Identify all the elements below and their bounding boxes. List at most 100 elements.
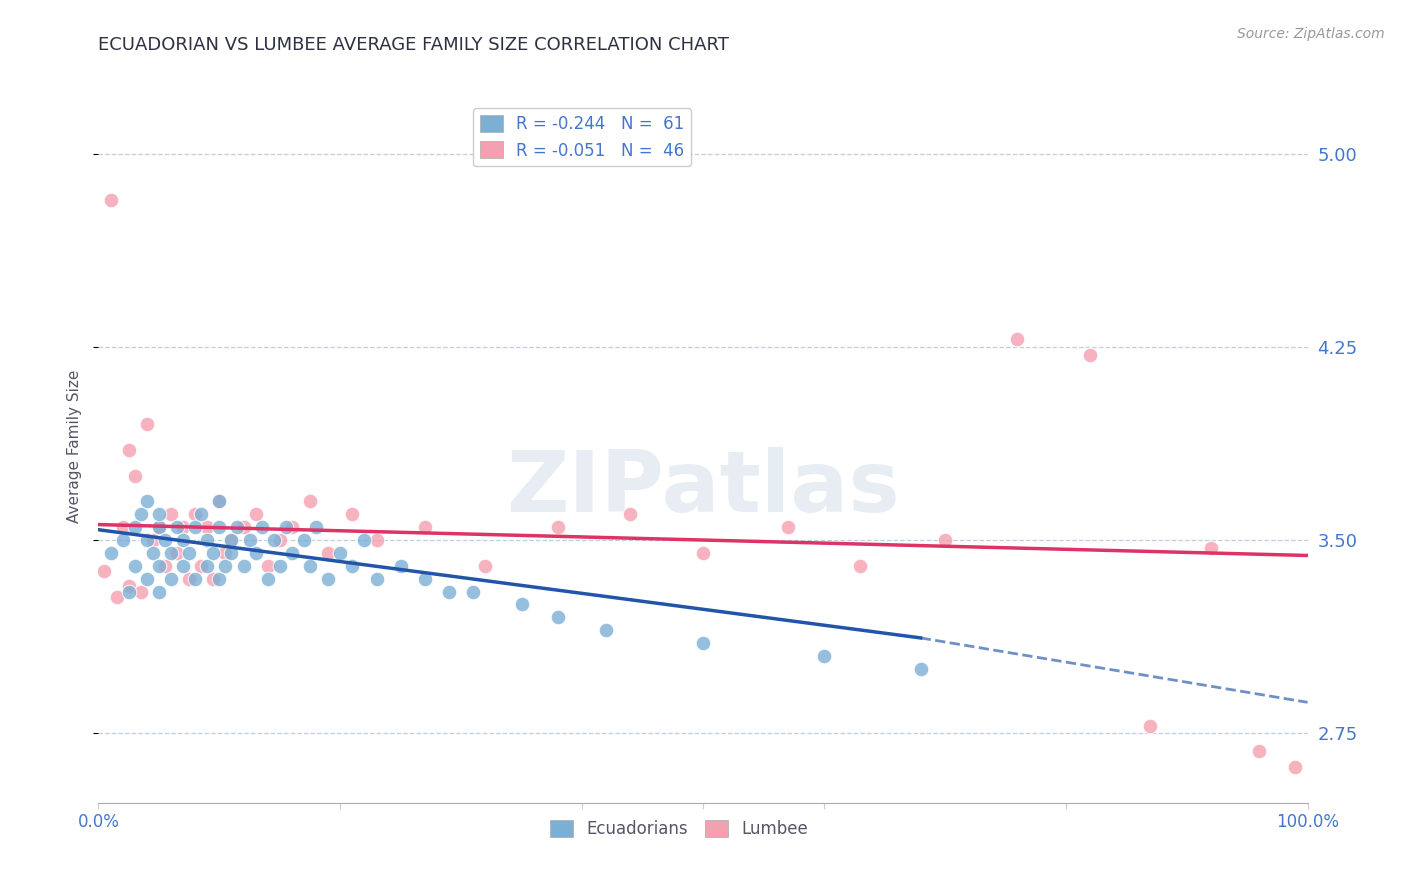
Point <box>245 546 267 560</box>
Point <box>510 598 533 612</box>
Point <box>202 546 225 560</box>
Point <box>118 579 141 593</box>
Point <box>135 417 157 431</box>
Point <box>221 533 243 547</box>
Point <box>124 520 146 534</box>
Point <box>437 584 460 599</box>
Point <box>366 572 388 586</box>
Point <box>100 193 122 207</box>
Point <box>813 648 835 663</box>
Point <box>221 533 243 547</box>
Point <box>208 494 231 508</box>
Point <box>342 558 364 573</box>
Point <box>148 584 170 599</box>
Point <box>214 546 236 560</box>
Point <box>135 533 157 547</box>
Point <box>208 494 231 508</box>
Point <box>160 508 183 522</box>
Point <box>195 533 218 547</box>
Point <box>256 572 278 586</box>
Point <box>124 468 146 483</box>
Point <box>269 558 291 573</box>
Point <box>142 546 165 560</box>
Point <box>849 558 872 573</box>
Point <box>353 533 375 547</box>
Point <box>148 508 170 522</box>
Point <box>166 546 188 560</box>
Point <box>389 558 412 573</box>
Point <box>166 520 188 534</box>
Point <box>281 546 304 560</box>
Point <box>118 584 141 599</box>
Point <box>547 610 569 624</box>
Point <box>316 546 339 560</box>
Point <box>221 546 243 560</box>
Point <box>160 572 183 586</box>
Point <box>179 546 201 560</box>
Point <box>232 558 254 573</box>
Point <box>1199 541 1222 555</box>
Point <box>135 572 157 586</box>
Point <box>129 584 152 599</box>
Point <box>93 564 115 578</box>
Point <box>135 494 157 508</box>
Point <box>474 558 496 573</box>
Point <box>184 508 207 522</box>
Point <box>232 520 254 534</box>
Point <box>172 558 194 573</box>
Point <box>184 572 207 586</box>
Point <box>269 533 291 547</box>
Point <box>124 558 146 573</box>
Point <box>342 508 364 522</box>
Point <box>292 533 315 547</box>
Point <box>195 520 218 534</box>
Point <box>195 558 218 573</box>
Point <box>619 508 641 522</box>
Point <box>316 572 339 586</box>
Point <box>208 572 231 586</box>
Point <box>190 508 212 522</box>
Point <box>910 662 932 676</box>
Point <box>299 558 322 573</box>
Point <box>281 520 304 534</box>
Point <box>245 508 267 522</box>
Point <box>692 546 714 560</box>
Point <box>118 442 141 457</box>
Point <box>463 584 485 599</box>
Text: ECUADORIAN VS LUMBEE AVERAGE FAMILY SIZE CORRELATION CHART: ECUADORIAN VS LUMBEE AVERAGE FAMILY SIZE… <box>98 36 730 54</box>
Point <box>172 533 194 547</box>
Point <box>413 572 436 586</box>
Point <box>179 572 201 586</box>
Point <box>256 558 278 573</box>
Point <box>329 546 352 560</box>
Point <box>1284 760 1306 774</box>
Point <box>105 590 128 604</box>
Text: ZIPatlas: ZIPatlas <box>506 447 900 531</box>
Point <box>226 520 249 534</box>
Point <box>595 623 617 637</box>
Point <box>142 533 165 547</box>
Point <box>148 520 170 534</box>
Point <box>274 520 297 534</box>
Legend: Ecuadorians, Lumbee: Ecuadorians, Lumbee <box>543 813 814 845</box>
Point <box>305 520 328 534</box>
Point <box>214 558 236 573</box>
Point <box>184 520 207 534</box>
Point <box>172 520 194 534</box>
Point <box>934 533 956 547</box>
Point <box>208 520 231 534</box>
Point <box>153 533 176 547</box>
Point <box>250 520 273 534</box>
Point <box>776 520 799 534</box>
Point <box>547 520 569 534</box>
Y-axis label: Average Family Size: Average Family Size <box>67 369 83 523</box>
Point <box>1139 718 1161 732</box>
Point <box>263 533 285 547</box>
Point <box>111 533 134 547</box>
Point <box>1007 332 1029 346</box>
Point <box>413 520 436 534</box>
Point <box>190 558 212 573</box>
Point <box>160 546 183 560</box>
Point <box>100 546 122 560</box>
Point <box>299 494 322 508</box>
